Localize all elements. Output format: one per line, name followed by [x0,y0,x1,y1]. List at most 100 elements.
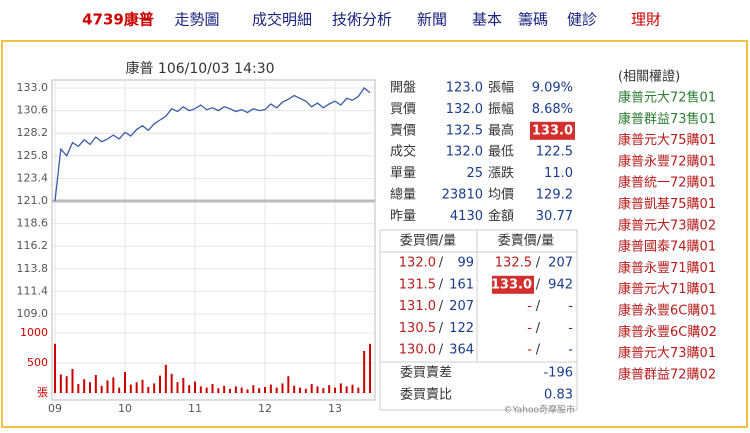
copyright: ©Yahoo奇摩股市 [504,404,576,416]
volume-bar [59,374,62,393]
quote-label: 振幅 [488,102,514,117]
warrant-link[interactable]: 康普群益73售01 [618,111,716,127]
quote-label: 最高 [488,122,514,138]
ask-qty: - [568,299,573,314]
nav-link[interactable]: 新聞 [417,11,447,29]
highlight [492,275,534,294]
volume-bar [83,379,86,393]
quote-label: 賣價 [390,123,416,138]
nav-link[interactable]: 籌碼 [518,11,548,29]
quote-value: 8.68% [532,102,573,117]
volume-bar [234,386,237,393]
quote-label: 總量 [390,187,416,203]
warrant-link[interactable]: 康普元大73購02 [618,217,716,233]
volume-bar [252,385,255,393]
ask-price: - [527,343,532,358]
slash: / [439,256,444,271]
nav-link[interactable]: 基本 [472,11,502,29]
slash: / [536,321,541,336]
nav-link[interactable]: 健診 [567,11,597,29]
slash: / [439,321,444,336]
volume-bar [159,375,161,393]
summary-value: 0.83 [544,388,573,403]
quote-label: 漲跌 [488,165,514,181]
volume-bar [363,351,366,393]
quote-label: 開盤 [390,81,416,96]
ask-price: 133.0 [491,277,532,292]
warrant-link[interactable]: 康普元大72售01 [618,90,716,106]
quote-value: 25 [466,166,483,181]
volume-bar [100,385,103,393]
warrant-link[interactable]: 康普永豐6C購01 [618,303,717,319]
warrant-link[interactable]: 康普群益72購02 [618,366,716,382]
quote-value: 11.0 [544,166,573,181]
quote-value: 132.0 [446,145,483,160]
slash: / [536,343,541,358]
slash: / [439,343,444,358]
warrant-link[interactable]: 康普永豐6C購02 [618,324,717,340]
volume-bar [357,387,360,393]
x-tick-label: 12 [258,402,272,415]
y-tick-label: 128.2 [17,126,49,139]
nav-link[interactable]: 技術分析 [332,11,392,29]
nav-link[interactable]: 4739康普 [82,11,154,29]
x-tick-label: 11 [188,402,202,415]
volume-bar [129,384,132,393]
warrant-link[interactable]: 康普元大73購01 [618,345,716,361]
summary-label: 委買賣比 [400,388,452,403]
warrant-link[interactable]: 康普元大71購01 [618,281,716,297]
order-book-frame [379,229,578,411]
nav-link[interactable]: 走勢圖 [174,11,219,29]
quote-label: 均價 [488,188,514,203]
y-tick-label: 109.0 [17,307,49,320]
bid-price: 130.0 [399,343,436,358]
warrant-link[interactable]: 康普永豐71購01 [618,260,716,276]
warrant-link[interactable]: 康普永豐72購01 [618,153,716,169]
warrant-link[interactable]: 康普國泰74購01 [618,239,716,255]
volume-bar [77,384,80,393]
volume-bar [199,386,202,393]
volume-bar [135,382,138,393]
quote-value: 4130 [450,209,483,224]
quote-value: 9.09% [532,81,573,96]
bid-price: 131.5 [399,277,436,292]
warrant-link[interactable]: 康普元大75購01 [618,132,716,148]
y-tick-label: 116.2 [17,239,49,252]
volume-bar [275,387,278,393]
volume-bar [89,382,91,393]
volume-bar [293,385,296,393]
warrant-link[interactable]: 康普統一72購01 [618,175,716,191]
volume-bar [339,383,342,393]
frame [1,40,748,428]
volume-bar [299,387,301,393]
bid-price: 130.5 [399,321,436,336]
volume-bar [54,343,56,393]
warrant-link[interactable]: 康普凱基75購01 [618,196,716,212]
quote-value: 122.5 [536,145,573,160]
volume-bar [264,387,266,393]
quote-label: 金額 [488,208,514,224]
bid-qty: 99 [457,256,474,271]
y-tick-label: 118.6 [17,217,49,230]
bid-qty: 364 [449,343,474,358]
warrants-title: (相關權證) [618,69,680,85]
nav-link[interactable]: 成交明細 [252,11,312,29]
volume-bar [351,384,354,393]
x-tick-label: 09 [48,402,62,415]
x-tick-label: 10 [118,402,132,415]
summary-label: 委買賣差 [400,366,452,381]
slash: / [536,277,541,292]
volume-bar [112,377,115,393]
quote-label: 最低 [488,145,514,160]
volume-bar [176,382,179,393]
slash: / [439,277,444,292]
quote-value: 133.0 [532,123,573,138]
volume-bar [94,375,97,393]
ask-qty: - [568,343,573,358]
slash: / [439,299,444,314]
volume-bar [182,378,185,393]
ask-price: - [527,321,532,336]
ask-qty: 942 [548,277,573,292]
nav-link[interactable]: 理財 [631,11,661,29]
volume-bar [287,376,290,393]
